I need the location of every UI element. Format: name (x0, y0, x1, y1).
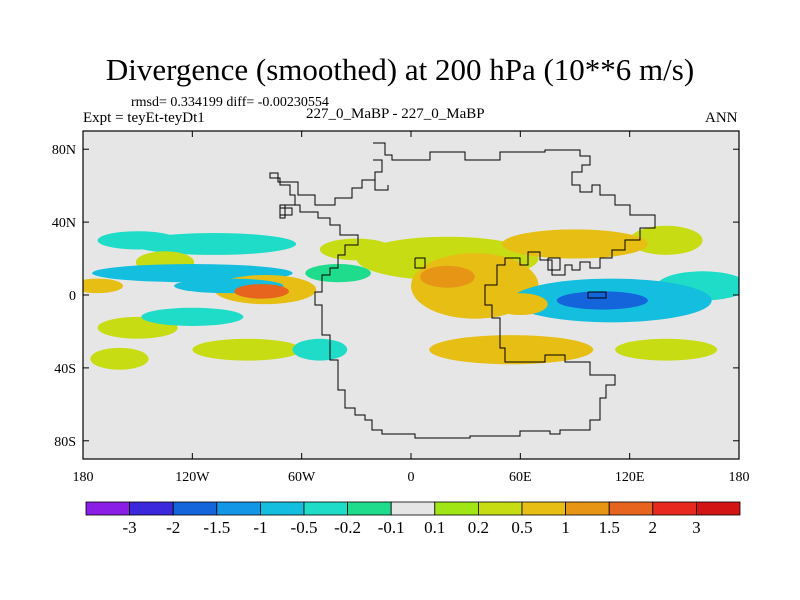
colorbar-box (129, 501, 174, 516)
field-contour (234, 284, 289, 299)
colorbar-label: -2 (166, 518, 180, 537)
field-contour (420, 265, 475, 288)
x-tick-label: 120W (175, 470, 210, 485)
colorbar-label: 1 (561, 518, 570, 537)
colorbar-box (347, 501, 392, 516)
island-outline (279, 207, 293, 216)
x-tick-label: 60E (509, 470, 532, 485)
field-contour (192, 338, 302, 361)
case-comparison-label: 227_0_MaBP - 227_0_MaBP (306, 106, 485, 122)
colorbar-box (434, 501, 479, 516)
field-contour (429, 335, 594, 365)
island-outline (587, 291, 607, 299)
colorbar-label: -0.1 (378, 518, 405, 537)
colorbar-box (390, 501, 436, 516)
colorbar-label: 3 (692, 518, 701, 537)
colorbar-label: 0.2 (468, 518, 489, 537)
y-tick-label: 40N (52, 216, 76, 231)
colorbar-box (303, 501, 348, 516)
x-tick-label: 180 (73, 470, 94, 485)
season-label: ANN (705, 110, 738, 126)
colorbar-box (565, 501, 610, 516)
rmsd-diff-stats: rmsd= 0.334199 diff= -0.00230554 (131, 95, 329, 110)
colorbar-label: -3 (123, 518, 137, 537)
colorbar-box (259, 501, 305, 516)
field-contour (629, 225, 703, 255)
colorbar-box (216, 501, 261, 516)
colorbar-box (85, 501, 130, 516)
colorbar-label: 1.5 (599, 518, 620, 537)
y-tick-label: 40S (54, 362, 76, 377)
colorbar-box (521, 501, 566, 516)
colorbar-box (477, 501, 523, 516)
experiment-label: Expt = teyEt-teyDt1 (83, 110, 205, 126)
field-contour (492, 293, 548, 316)
island-outline (362, 179, 389, 191)
colorbar-label: 0.1 (424, 518, 445, 537)
colorbar-label: -1 (253, 518, 267, 537)
y-tick-label: 0 (69, 289, 76, 304)
island-outline (414, 257, 426, 269)
y-tick-label: 80N (52, 143, 76, 158)
x-tick-label: 60W (288, 470, 316, 485)
colorbar-box (608, 501, 654, 516)
field-contour (83, 278, 124, 294)
field-contour (141, 307, 244, 326)
colorbar-label: 2 (649, 518, 658, 537)
colorbar-label: -0.2 (334, 518, 361, 537)
colorbar-box (172, 501, 218, 516)
colorbar-label: 0.5 (511, 518, 532, 537)
field-contour (502, 229, 648, 259)
field-contour (292, 338, 348, 361)
x-tick-label: 120E (615, 470, 645, 485)
y-tick-label: 80S (54, 435, 76, 450)
field-contour (615, 338, 718, 361)
chart-title: Divergence (smoothed) at 200 hPa (10**6 … (105, 52, 695, 87)
island-outline (547, 257, 561, 271)
field-contour (556, 291, 648, 310)
field-contour (90, 347, 149, 370)
field-contour (97, 231, 178, 250)
colorbar-label: -0.5 (291, 518, 318, 537)
continent-outline (269, 142, 656, 439)
x-tick-label: 180 (729, 470, 750, 485)
colorbar-box (696, 501, 741, 516)
colorbar-label: -1.5 (203, 518, 230, 537)
colorbar-box (652, 501, 697, 516)
x-tick-label: 0 (408, 470, 415, 485)
